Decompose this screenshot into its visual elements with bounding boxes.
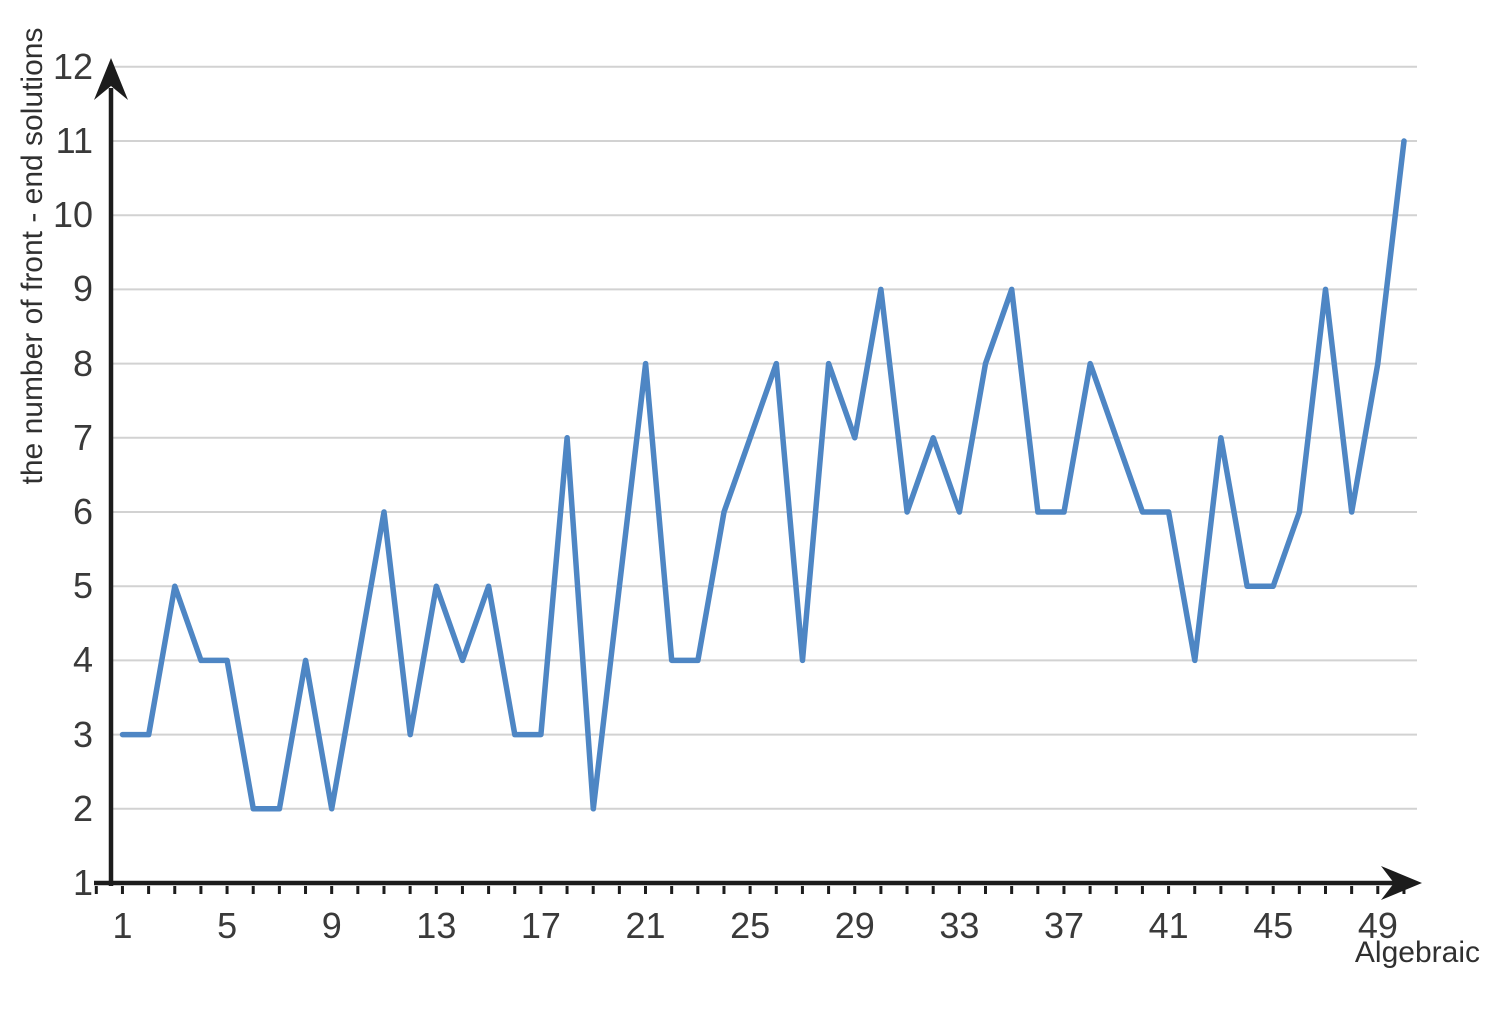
y-axis-arrow-icon <box>94 58 128 100</box>
y-tick-label: 4 <box>72 639 93 681</box>
x-tick-label: 37 <box>1043 905 1085 946</box>
x-tick-label: 45 <box>1253 905 1294 946</box>
y-tick-label: 12 <box>52 45 93 87</box>
y-tick-label: 6 <box>72 491 93 532</box>
x-tick-label: 33 <box>939 905 980 946</box>
x-tick-label: 13 <box>416 905 457 946</box>
y-tick-label: 9 <box>72 268 93 310</box>
y-tick-label: 3 <box>72 713 93 755</box>
y-tick-label: 1 <box>72 862 93 903</box>
data-series-line <box>119 138 1407 812</box>
x-tick-label: 21 <box>625 905 666 946</box>
y-tick-label: 8 <box>72 342 93 384</box>
x-axis-arrow-icon <box>1381 866 1422 900</box>
y-tick-label: 10 <box>52 194 93 236</box>
x-axis-title: Algebraic <box>1354 936 1480 969</box>
x-tick-label: 29 <box>834 905 875 946</box>
y-tick-label: 5 <box>72 565 93 607</box>
y-tick-label: 7 <box>72 416 93 458</box>
y-tick-label: 11 <box>55 120 93 161</box>
x-tick-label: 5 <box>217 905 238 946</box>
x-tick-label: 25 <box>730 905 771 946</box>
x-tick-label: 17 <box>520 905 561 946</box>
x-tick-label: 49 <box>1357 905 1398 946</box>
x-tick-label: 1 <box>112 905 133 946</box>
y-tick-label: 2 <box>72 787 93 829</box>
x-tick-label: 9 <box>321 905 342 946</box>
x-tick-label: 41 <box>1148 905 1189 946</box>
